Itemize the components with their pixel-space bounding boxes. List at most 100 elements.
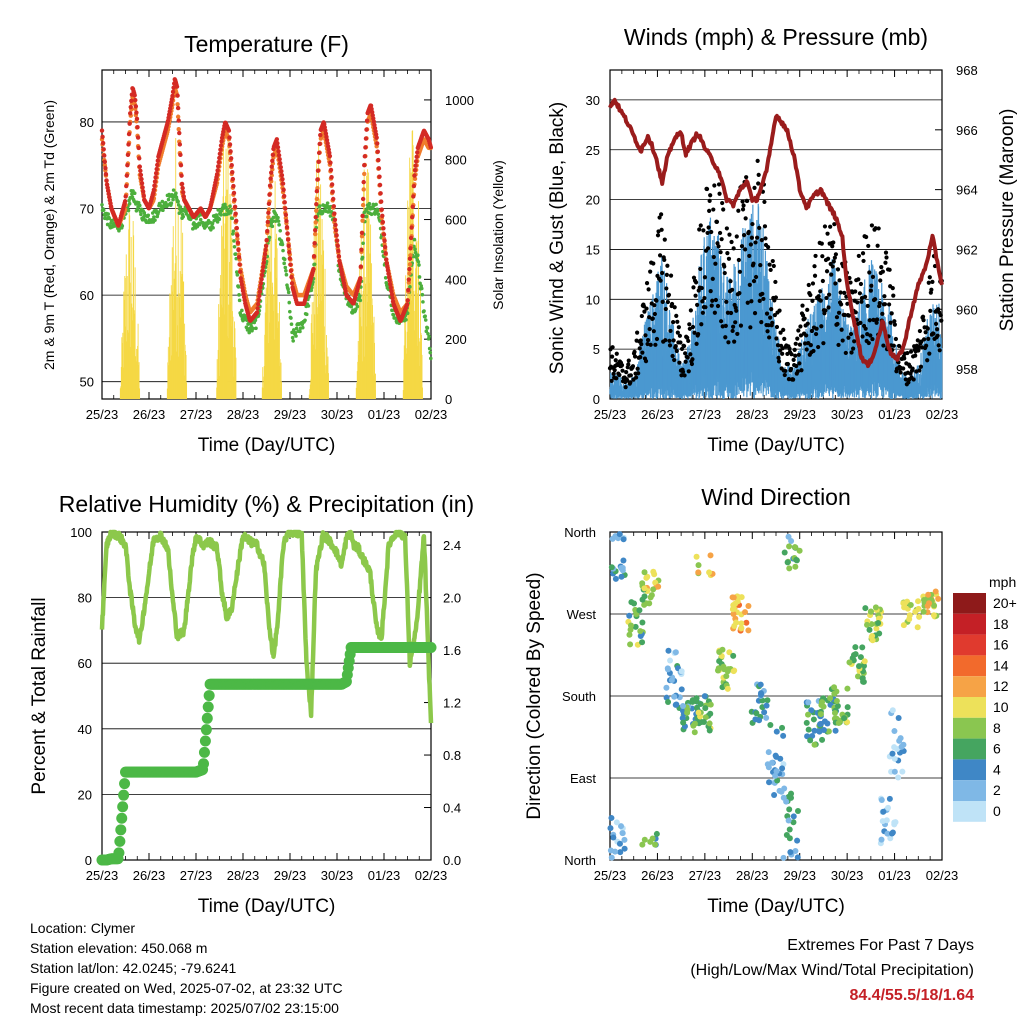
temp-2m-point — [362, 163, 367, 168]
gust-point — [628, 380, 633, 385]
gust-point — [891, 343, 896, 348]
gust-point — [703, 305, 708, 310]
temp-2m-point — [428, 145, 434, 150]
temp-2m-point — [327, 153, 333, 159]
temp-2m-point — [382, 238, 387, 243]
humidity-xtick-label: 29/23 — [274, 868, 307, 883]
gust-point — [688, 352, 693, 357]
gust-point — [674, 348, 679, 354]
dewpoint-point — [293, 330, 298, 335]
dewpoint-point — [374, 202, 378, 207]
gust-point — [767, 262, 772, 267]
direction-point — [777, 755, 784, 762]
gust-point — [917, 368, 922, 373]
temp-2m-point — [175, 93, 180, 98]
temp-2m-point — [152, 183, 157, 188]
gust-point — [869, 283, 874, 288]
gust-point — [723, 323, 728, 328]
gust-point — [750, 221, 755, 227]
temp-2m-point — [385, 264, 390, 270]
gust-point — [872, 297, 878, 302]
gust-point — [880, 269, 885, 274]
gust-point — [662, 257, 667, 262]
winds-y2tick-label: 962 — [956, 242, 978, 257]
gust-point — [808, 292, 813, 298]
dewpoint-point — [354, 307, 358, 311]
temperature-title: Temperature (F) — [184, 31, 349, 57]
temp-2m-point — [380, 213, 385, 218]
direction-point — [743, 619, 750, 626]
gust-point — [617, 372, 622, 378]
temp-2m-point — [104, 178, 109, 183]
direction-point — [780, 732, 787, 739]
temp-2m-point — [137, 164, 142, 169]
gust-point — [755, 235, 760, 240]
gust-point — [609, 378, 614, 384]
dewpoint-point — [367, 201, 372, 206]
gust-point — [875, 243, 880, 248]
temp-2m-point — [103, 172, 109, 177]
direction-point — [655, 583, 662, 590]
direction-point — [753, 710, 760, 717]
gust-point — [812, 264, 817, 269]
direction-xtick-label: 26/23 — [641, 868, 674, 883]
gust-point — [659, 227, 664, 232]
temp-2m-point — [122, 199, 128, 204]
temp-2m-point — [216, 159, 221, 165]
gust-point — [657, 253, 663, 258]
dewpoint-point — [404, 317, 408, 322]
temp-2m-point — [258, 281, 264, 286]
gust-point — [654, 298, 659, 303]
temp-2m-point — [235, 240, 241, 245]
dewpoint-point — [425, 326, 430, 330]
gust-point — [876, 226, 881, 231]
gust-point — [785, 361, 791, 367]
humidity-xtick-label: 27/23 — [180, 868, 213, 883]
temp-2m-point — [318, 132, 323, 138]
gust-point — [609, 354, 615, 359]
dewpoint-point — [360, 255, 365, 260]
gust-point — [731, 324, 736, 329]
gust-point — [633, 375, 639, 380]
gust-point — [700, 310, 705, 315]
humidity-xtick-label: 26/23 — [133, 868, 166, 883]
gust-point — [861, 258, 866, 264]
gust-point — [693, 280, 699, 285]
gust-point — [821, 341, 826, 346]
temp-2m-point — [288, 262, 293, 267]
dewpoint-point — [277, 223, 281, 227]
direction-point — [665, 647, 672, 654]
gust-point — [648, 342, 653, 347]
direction-ytick-label: West — [567, 607, 597, 622]
temp-9m-point — [265, 222, 271, 228]
gust-point — [729, 287, 735, 292]
temp-2m-point — [283, 206, 288, 211]
temp-2m-point — [140, 185, 145, 190]
direction-title: Wind Direction — [701, 484, 851, 510]
gust-point — [720, 200, 725, 206]
temp-2m-point — [137, 156, 142, 161]
temperature-y2label: Solar Insolation (Yellow) — [490, 160, 506, 310]
gust-point — [867, 270, 872, 275]
winds-xtick-label: 29/23 — [783, 407, 816, 422]
temp-2m-point — [266, 210, 271, 216]
direction-point — [637, 628, 644, 635]
direction-point — [665, 698, 672, 705]
dewpoint-point — [286, 287, 290, 292]
gust-point — [709, 303, 714, 308]
precipitation-point — [114, 835, 126, 847]
gust-point — [683, 359, 688, 364]
temp-2m-point — [125, 152, 131, 158]
dewpoint-point — [428, 350, 433, 355]
temp-2m-point — [364, 118, 370, 123]
precipitation-point — [118, 789, 130, 801]
temp-2m-point — [102, 159, 108, 164]
gust-point — [866, 243, 871, 249]
dewpoint-point — [254, 326, 258, 331]
humidity-xtick-label: 02/23 — [415, 868, 448, 883]
precipitation-point — [199, 735, 211, 747]
temp-2m-point — [154, 166, 159, 172]
direction-point — [608, 814, 615, 821]
temp-2m-point — [380, 219, 386, 225]
temp-2m-point — [126, 142, 131, 147]
